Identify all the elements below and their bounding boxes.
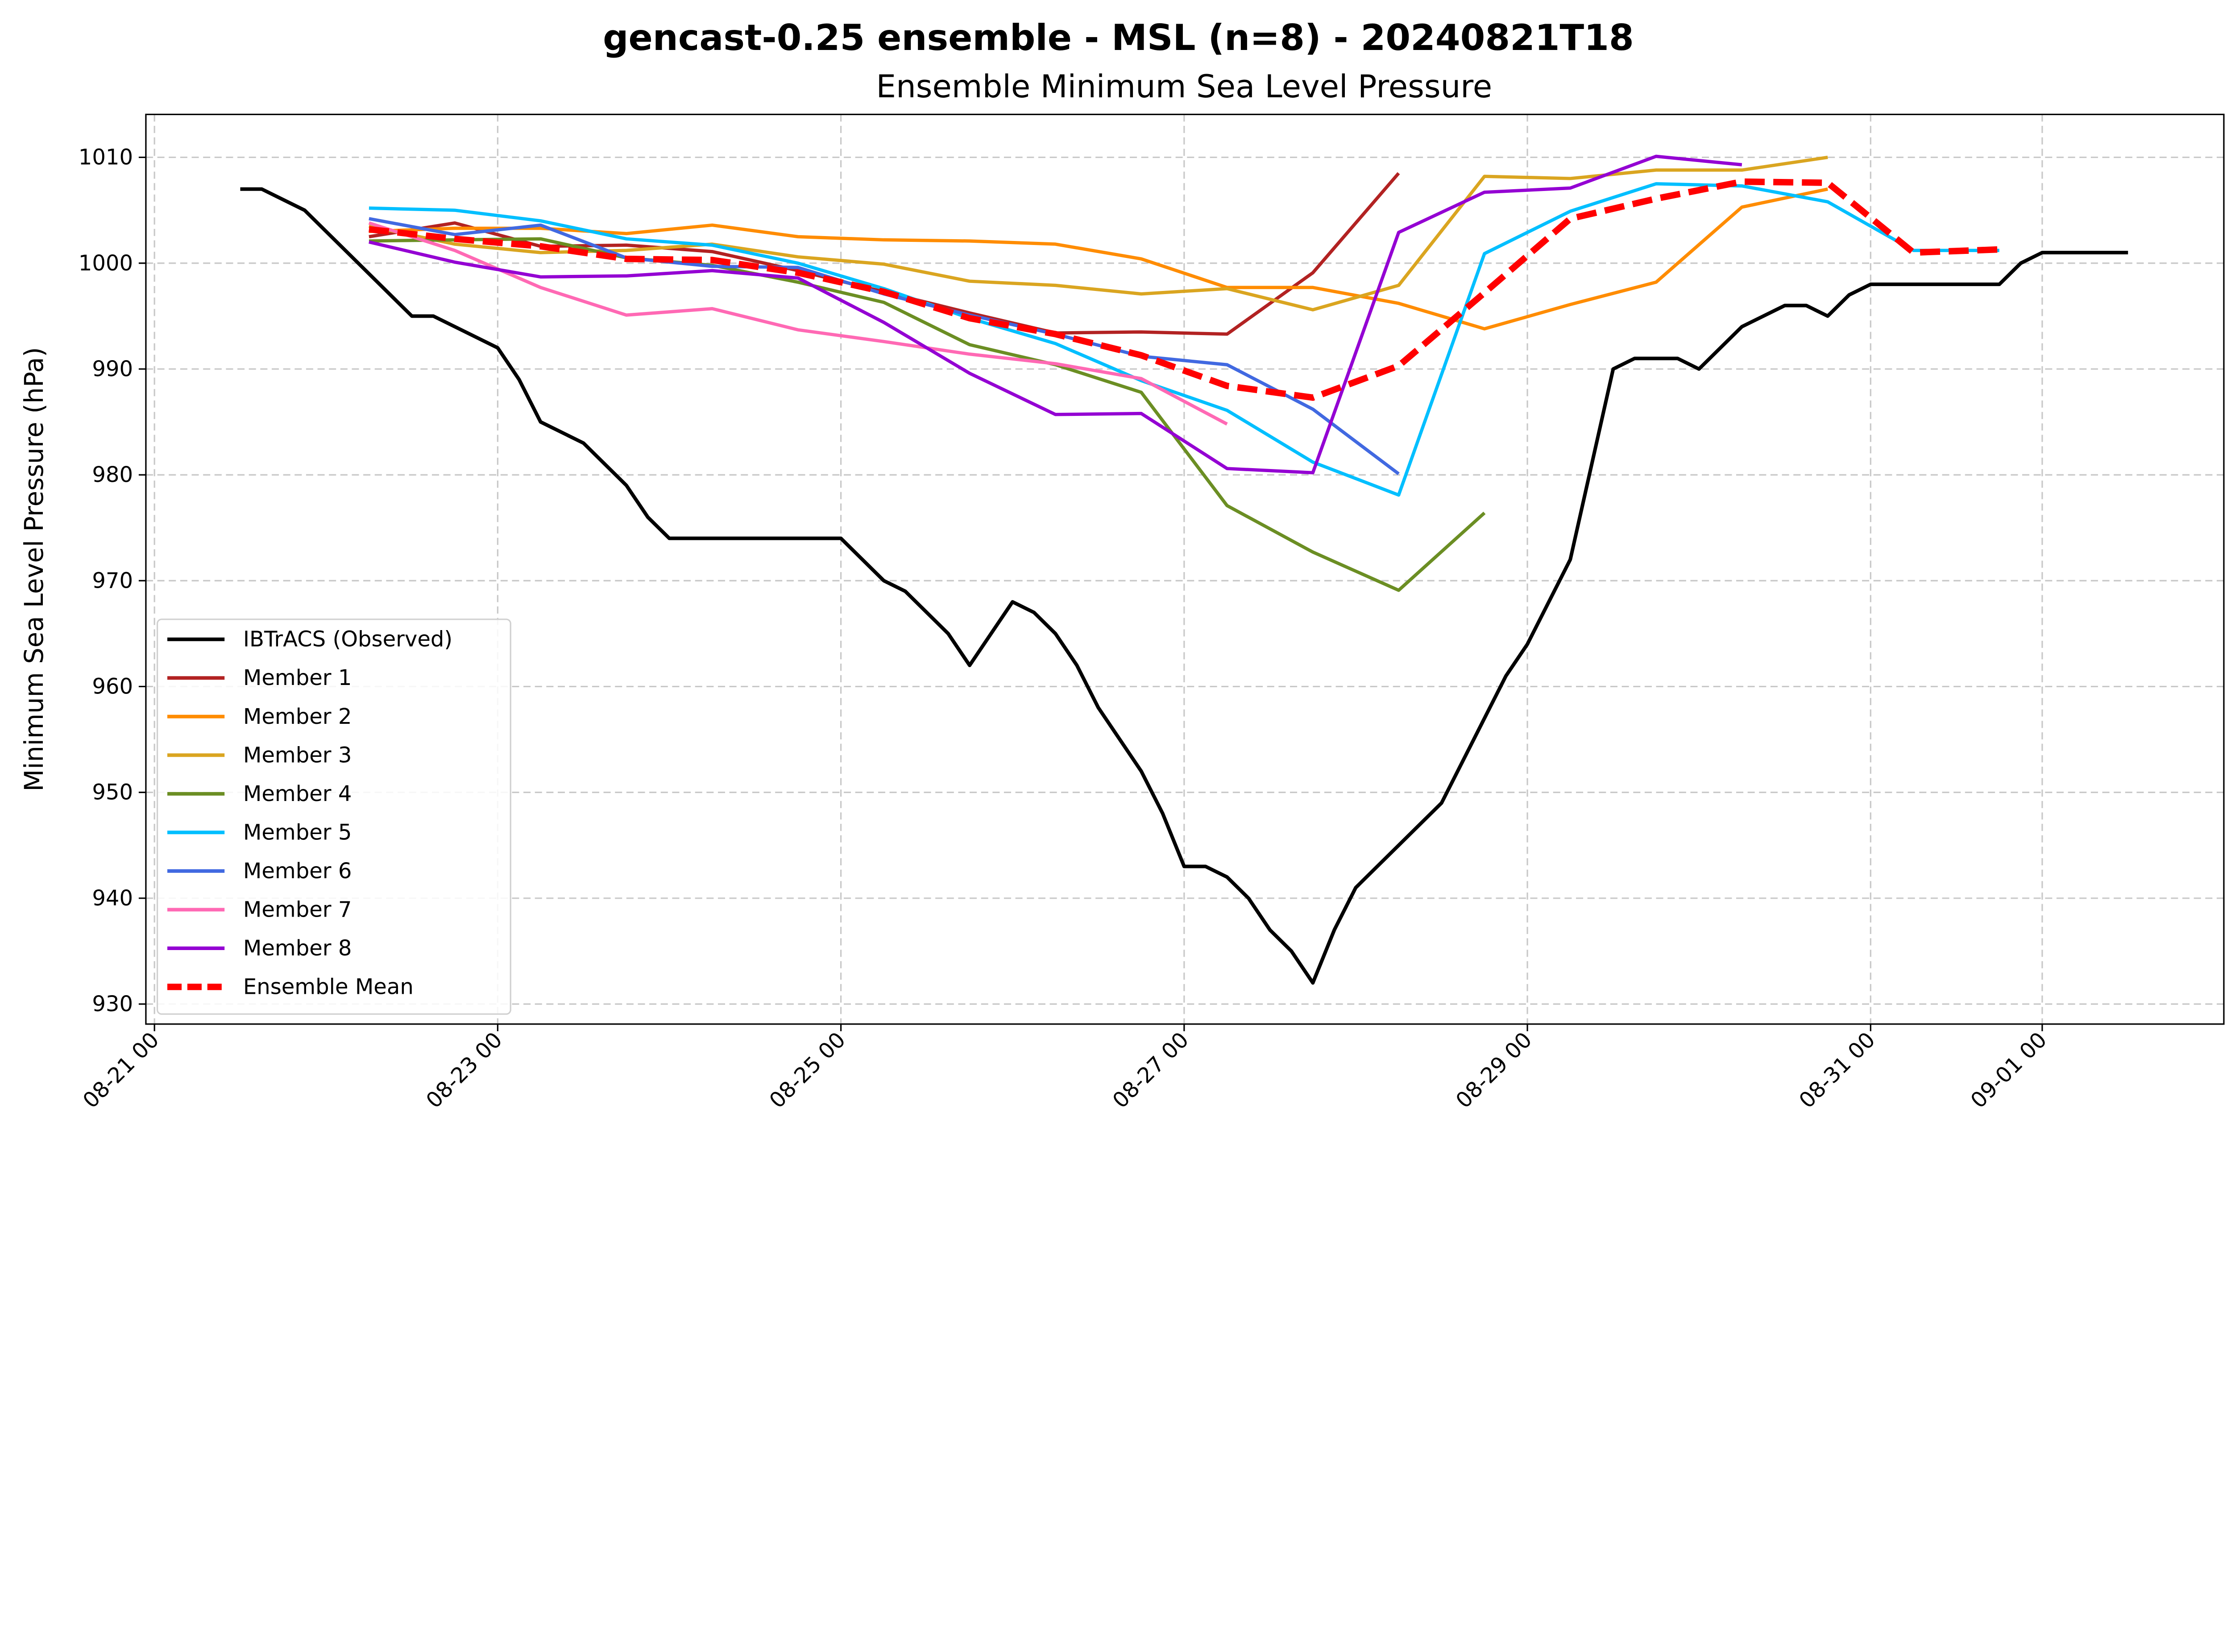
- member-1-line: [369, 172, 1400, 336]
- member-3-line: [369, 155, 1828, 311]
- member-6-line: [369, 217, 1400, 475]
- x-tick-label: 08-27 00: [1108, 1027, 1194, 1113]
- legend-label-member-5: Member 5: [243, 820, 352, 845]
- legend-label-member-3: Member 3: [243, 743, 352, 768]
- y-tick-label: 1000: [79, 251, 133, 276]
- legend: IBTrACS (Observed) Member 1 Member 2 Member…: [156, 618, 511, 1015]
- x-tick-label: 08-23 00: [421, 1027, 507, 1113]
- observed-line: [240, 187, 2128, 985]
- y-tick-label: 950: [92, 780, 133, 805]
- y-tick-label: 960: [92, 674, 133, 699]
- y-tick-label: 1010: [79, 145, 133, 170]
- y-tick-label: 990: [92, 357, 133, 382]
- legend-label-member-2: Member 2: [243, 704, 352, 729]
- legend-label-member-8: Member 8: [243, 936, 352, 961]
- ensemble-mean-line: [369, 178, 2000, 401]
- plot-frame: [145, 113, 2225, 1025]
- x-axis: 08-21 00 08-23 00 08-25 00 08-27 00 08-29 00…: [78, 1024, 2052, 1113]
- x-tick-label: 08-29 00: [1451, 1027, 1537, 1113]
- member-8-line: [369, 154, 1742, 474]
- legend-label-ensemble-mean: Ensemble Mean: [243, 975, 414, 1000]
- x-tick-label: 09-01 00: [1966, 1027, 2052, 1113]
- member-2-line: [369, 187, 1828, 331]
- y-axis-label: Minimum Sea Level Pressure (hPa): [19, 347, 49, 792]
- chart-title: gencast-0.25 ensemble - MSL (n=8) - 2024…: [603, 17, 1634, 58]
- msl-chart: gencast-0.25 ensemble - MSL (n=8) - 2024…: [19, 17, 2225, 1113]
- x-tick-label: 08-25 00: [765, 1027, 850, 1113]
- legend-label-observed: IBTrACS (Observed): [243, 627, 452, 652]
- member-4-line: [369, 237, 1486, 592]
- series-lines: [240, 154, 2128, 985]
- member-7-line: [368, 221, 1228, 426]
- y-axis: 930 940 950 960 970 980 990 1000 1010: [79, 145, 146, 1017]
- chart-subtitle: Ensemble Minimum Sea Level Pressure: [876, 68, 1493, 105]
- y-tick-label: 970: [92, 568, 133, 593]
- legend-label-member-6: Member 6: [243, 859, 352, 884]
- y-tick-label: 940: [92, 886, 133, 911]
- legend-label-member-4: Member 4: [243, 781, 352, 806]
- legend-label-member-1: Member 1: [243, 665, 352, 690]
- x-tick-label: 08-31 00: [1794, 1027, 1880, 1113]
- y-tick-label: 930: [92, 992, 133, 1017]
- x-tick-label: 08-21 00: [78, 1027, 164, 1113]
- y-tick-label: 980: [92, 462, 133, 487]
- legend-label-member-7: Member 7: [243, 897, 352, 922]
- legend-box: [156, 618, 511, 1015]
